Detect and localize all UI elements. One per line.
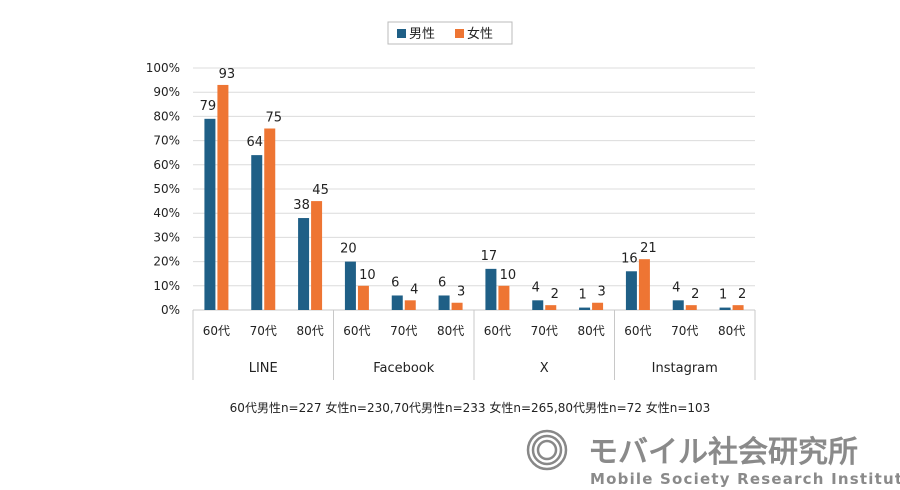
bar-female xyxy=(217,84,229,310)
y-tick-label: 90% xyxy=(153,85,180,99)
y-tick-label: 100% xyxy=(146,61,180,75)
bar-male xyxy=(579,307,591,310)
bar-male xyxy=(485,268,497,310)
data-label: 1 xyxy=(578,288,586,303)
data-label: 16 xyxy=(621,251,638,266)
data-label: 6 xyxy=(391,275,399,290)
category-label: 60代 xyxy=(343,324,370,338)
y-tick-label: 30% xyxy=(153,230,180,244)
data-label: 10 xyxy=(359,268,376,283)
category-label: 80代 xyxy=(437,324,464,338)
bar-male xyxy=(532,300,544,310)
bar-female xyxy=(451,302,463,310)
bar-female xyxy=(638,259,650,310)
data-label: 64 xyxy=(246,135,263,150)
bar-female xyxy=(498,285,510,310)
logo-en: Mobile Society Research Institute xyxy=(590,470,900,488)
bar-male xyxy=(438,295,450,310)
legend-label: 男性 xyxy=(409,27,435,42)
bar-female xyxy=(545,305,557,310)
bar-female xyxy=(311,201,323,310)
category-label: 70代 xyxy=(531,324,558,338)
legend-swatch xyxy=(455,29,464,38)
group-label: LINE xyxy=(249,361,278,376)
data-label: 10 xyxy=(500,268,517,283)
group-label: X xyxy=(540,361,549,376)
data-label: 1 xyxy=(719,288,727,303)
data-label: 2 xyxy=(691,287,699,302)
logo-ring-icon xyxy=(531,434,563,466)
data-label: 21 xyxy=(640,241,657,256)
bar-male xyxy=(251,155,263,310)
bar-male xyxy=(625,271,637,310)
data-label: 45 xyxy=(312,183,329,198)
data-label: 4 xyxy=(672,280,680,295)
category-label: 70代 xyxy=(250,324,277,338)
bar-male xyxy=(719,307,731,310)
category-label: 70代 xyxy=(390,324,417,338)
bar-male xyxy=(391,295,403,310)
legend-label: 女性 xyxy=(467,26,493,42)
bar-female xyxy=(592,302,604,310)
data-label: 2 xyxy=(738,287,746,302)
data-label: 75 xyxy=(265,111,282,126)
data-label: 4 xyxy=(410,282,418,297)
category-label: 80代 xyxy=(577,324,604,338)
category-label: 60代 xyxy=(624,324,651,338)
data-label: 2 xyxy=(551,287,559,302)
data-label: 6 xyxy=(438,275,446,290)
bar-female xyxy=(732,305,744,310)
category-label: 70代 xyxy=(671,324,698,338)
y-tick-label: 20% xyxy=(153,255,180,269)
data-label: 17 xyxy=(481,249,498,264)
y-tick-label: 70% xyxy=(153,134,180,148)
legend-box xyxy=(387,21,513,45)
y-tick-label: 80% xyxy=(153,109,180,123)
y-tick-label: 50% xyxy=(153,182,180,196)
bar-male xyxy=(672,300,684,310)
category-label: 60代 xyxy=(484,324,511,338)
data-label: 38 xyxy=(293,198,310,213)
y-tick-label: 10% xyxy=(153,279,180,293)
y-tick-label: 40% xyxy=(153,206,180,220)
y-tick-label: 0% xyxy=(161,303,180,317)
legend-swatch xyxy=(397,29,406,38)
group-label: Facebook xyxy=(373,361,435,376)
data-label: 3 xyxy=(597,285,605,300)
data-label: 4 xyxy=(532,280,540,295)
logo-ring-icon xyxy=(526,429,568,471)
data-label: 20 xyxy=(340,242,357,257)
bar-female xyxy=(685,305,697,310)
group-label: Instagram xyxy=(652,361,718,376)
data-label: 79 xyxy=(200,99,217,114)
category-label: 60代 xyxy=(203,324,230,338)
category-label: 80代 xyxy=(296,324,323,338)
y-tick-label: 60% xyxy=(153,158,180,172)
data-label: 3 xyxy=(457,285,465,300)
bar-female xyxy=(357,285,369,310)
bar-female xyxy=(264,128,276,310)
logo-ring-icon xyxy=(536,439,558,461)
bar-male xyxy=(344,261,356,310)
bar-male xyxy=(204,118,216,310)
footnote: 60代男性n=227 女性n=230,70代男性n=233 女性n=265,80… xyxy=(230,400,711,415)
bar-male xyxy=(298,218,310,310)
bar-female xyxy=(404,300,416,310)
data-label: 93 xyxy=(219,67,236,82)
logo-jp: モバイル社会研究所 xyxy=(588,435,858,470)
category-label: 80代 xyxy=(718,324,745,338)
